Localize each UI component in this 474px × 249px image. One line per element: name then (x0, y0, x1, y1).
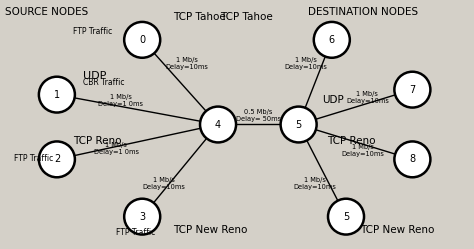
Text: 0: 0 (139, 35, 145, 45)
Text: UDP: UDP (83, 71, 106, 81)
Text: TCP Reno: TCP Reno (327, 136, 375, 146)
Text: TCP New Reno: TCP New Reno (173, 225, 247, 235)
Text: 1: 1 (54, 90, 60, 100)
Text: 1 Mb/s
Delay=10ms: 1 Mb/s Delay=10ms (341, 144, 384, 157)
Text: 1 Mb/s
Delay=1 0ms: 1 Mb/s Delay=1 0ms (99, 94, 143, 107)
Text: 3: 3 (139, 212, 145, 222)
Text: 4: 4 (215, 120, 221, 129)
Ellipse shape (39, 141, 75, 177)
Text: FTP Traffic: FTP Traffic (73, 27, 113, 36)
Ellipse shape (124, 199, 160, 235)
Text: UDP: UDP (322, 95, 344, 105)
Text: 0.5 Mb/s
Delay= 50ms: 0.5 Mb/s Delay= 50ms (236, 109, 281, 122)
Ellipse shape (314, 22, 350, 58)
Ellipse shape (39, 77, 75, 113)
Ellipse shape (281, 107, 317, 142)
Text: 1 Mb/s
Delay=10ms: 1 Mb/s Delay=10ms (284, 57, 327, 70)
Text: 5: 5 (295, 120, 302, 129)
Text: 1 Mb/s
Delay=1 0ms: 1 Mb/s Delay=1 0ms (94, 142, 138, 155)
Ellipse shape (394, 141, 430, 177)
Text: 1 Mb/s
Delay=10ms: 1 Mb/s Delay=10ms (142, 177, 185, 189)
Text: TCP Reno: TCP Reno (73, 136, 122, 146)
Ellipse shape (200, 107, 236, 142)
Ellipse shape (124, 22, 160, 58)
Text: 6: 6 (329, 35, 335, 45)
Ellipse shape (328, 199, 364, 235)
Text: 8: 8 (410, 154, 415, 164)
Text: FTP Traffic: FTP Traffic (116, 228, 155, 237)
Text: DESTINATION NODES: DESTINATION NODES (308, 7, 418, 17)
Text: 1 Mb/s
Delay=10ms: 1 Mb/s Delay=10ms (294, 177, 337, 189)
Text: FTP Traffic: FTP Traffic (14, 154, 54, 163)
Text: 5: 5 (343, 212, 349, 222)
Text: 2: 2 (54, 154, 60, 164)
Text: TCP Tahoe: TCP Tahoe (220, 12, 273, 22)
Text: SOURCE NODES: SOURCE NODES (5, 7, 88, 17)
Text: CBR Traffic: CBR Traffic (83, 78, 125, 87)
Ellipse shape (394, 72, 430, 108)
Text: TCP Tahoe: TCP Tahoe (173, 12, 226, 22)
Text: TCP New Reno: TCP New Reno (360, 225, 435, 235)
Text: 1 Mb/s
Delay=10ms: 1 Mb/s Delay=10ms (346, 91, 389, 104)
Text: 7: 7 (409, 85, 416, 95)
Text: 1 Mb/s
Delay=10ms: 1 Mb/s Delay=10ms (166, 57, 209, 70)
